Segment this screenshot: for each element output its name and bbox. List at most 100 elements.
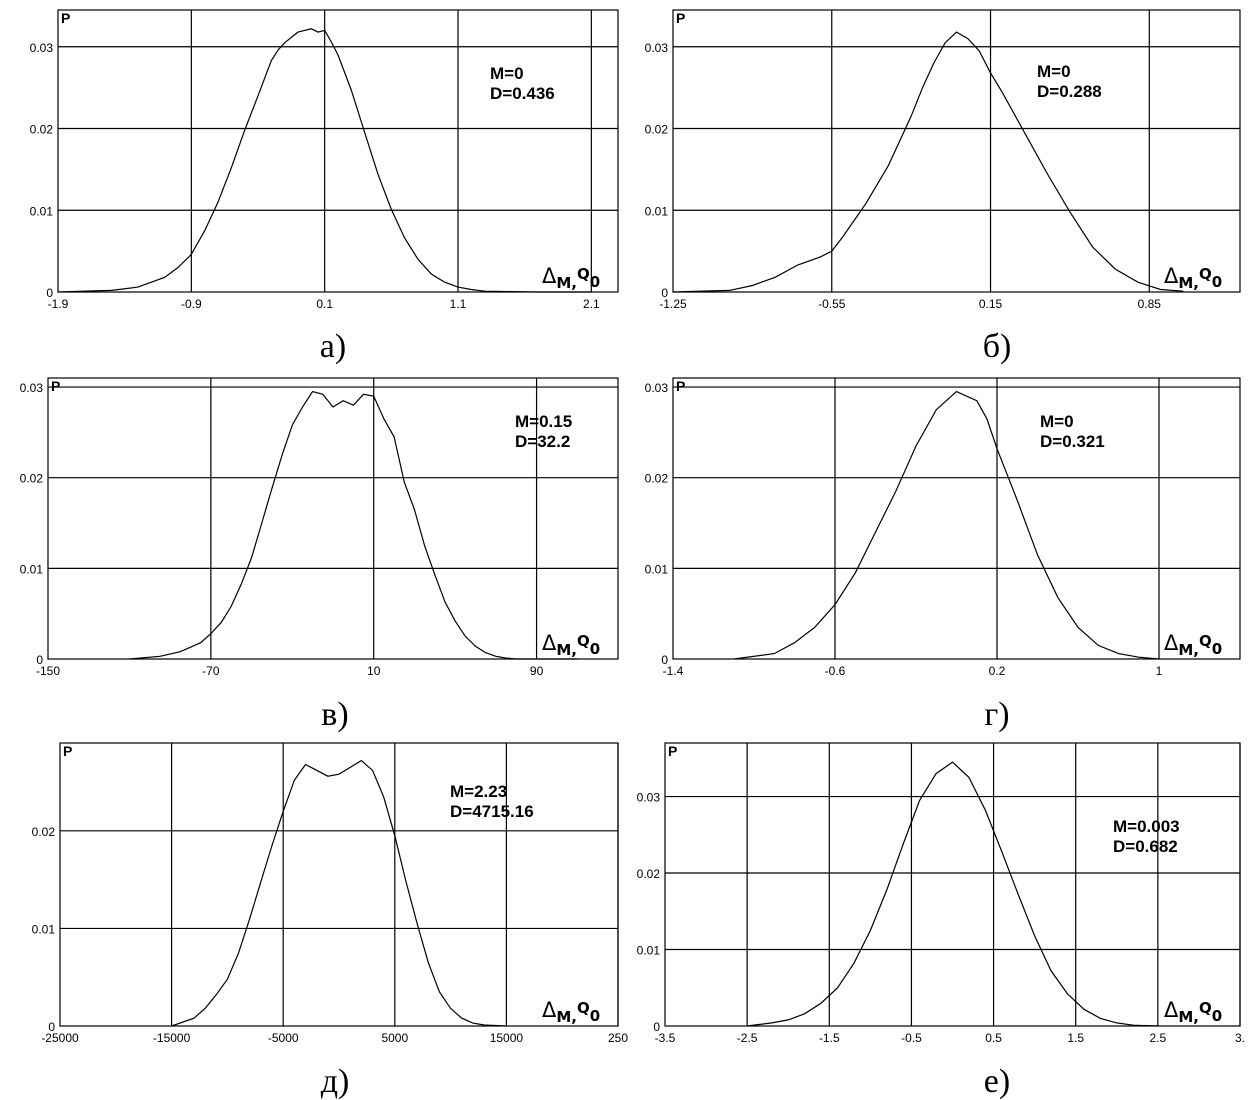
x-tick-label: -0.5 <box>901 1031 922 1045</box>
x-tick-label: 2.1 <box>583 297 600 311</box>
chart-panel-3: -150 -70 10 90 0 0.01 0.02 0.03 P ΔM,Q0 M=0.15D=32… <box>20 377 619 733</box>
plot-frame <box>672 9 1241 293</box>
plot-frame <box>57 9 619 293</box>
y-tick-label: 0.01 <box>645 562 669 576</box>
x-axis-label: ΔM,Q0 <box>542 998 600 1026</box>
y-tick-label: 0.03 <box>645 381 669 395</box>
plot-frame <box>59 742 619 1027</box>
y-tick-label: 0.02 <box>30 123 54 137</box>
y-tick-label: 0 <box>653 1020 660 1034</box>
chart-panel-4: -1.4 -0.6 0.2 1 0 0.01 0.02 0.03 P ΔM,Q0 M=0D=0.32… <box>645 377 1241 733</box>
x-axis-label: ΔM,Q0 <box>542 631 600 659</box>
x-tick-label: 0.15 <box>979 297 1003 311</box>
x-tick-label: 15000 <box>490 1031 524 1045</box>
stat-variance: D=0.288 <box>1037 82 1102 101</box>
x-tick-label: -0.9 <box>181 297 202 311</box>
x-axis-label: ΔM,Q0 <box>1164 998 1222 1026</box>
distribution-curve <box>733 390 1160 660</box>
x-tick-label: 0.5 <box>985 1031 1002 1045</box>
stat-mean: M=0.15 <box>515 412 572 431</box>
y-axis-label: P <box>668 743 677 759</box>
y-tick-label: 0.01 <box>20 562 44 576</box>
y-tick-label: 0.02 <box>32 825 56 839</box>
y-tick-label: 0 <box>661 653 668 667</box>
y-tick-label: 0.02 <box>637 867 661 881</box>
chart-panel-1: -1.9 -0.9 0.1 1.1 2.1 0 0.01 0.02 0.03 P ΔM,Q0 M=0D… <box>30 9 619 365</box>
stat-mean: M=2.23 <box>450 782 507 801</box>
x-tick-label: 1.1 <box>450 297 467 311</box>
y-axis-label: P <box>63 743 72 759</box>
plot-frame <box>672 377 1241 660</box>
x-tick-label: 250 <box>608 1031 628 1045</box>
y-tick-label: 0 <box>46 286 53 300</box>
x-tick-label: 0.2 <box>989 664 1006 678</box>
distribution-curve <box>57 28 592 293</box>
panel-caption: г) <box>984 696 1009 733</box>
x-tick-label: -1.25 <box>659 297 687 311</box>
y-tick-label: 0.02 <box>645 123 669 137</box>
distribution-curve <box>747 761 1158 1027</box>
y-axis-label: P <box>61 10 70 26</box>
chart-panel-2: -1.25 -0.55 0.15 0.85 0 0.01 0.02 0.03 P ΔM,Q0 M=0… <box>645 9 1241 365</box>
x-tick-label: -5000 <box>268 1031 299 1045</box>
x-tick-label: 5000 <box>381 1031 408 1045</box>
panel-caption: б) <box>983 328 1012 365</box>
chart-panel-5: -25000 -15000 -5000 5000 15000 250 0 0.01 0.02 P Δ… <box>32 742 628 1100</box>
distribution-curve <box>672 31 1184 293</box>
x-tick-label: 0.85 <box>1138 297 1162 311</box>
chart-panel-6: -3.5 -2.5 -1.5 -0.5 0.5 1.5 2.5 3. 0 0.01 0.02 0.03… <box>637 742 1245 1100</box>
x-tick-label: -2.5 <box>737 1031 758 1045</box>
y-tick-label: 0.03 <box>637 791 661 805</box>
panel-caption: д) <box>321 1063 350 1100</box>
x-tick-label: 3. <box>1235 1031 1245 1045</box>
plot-frame <box>664 742 1241 1027</box>
y-tick-label: 0.03 <box>30 41 54 55</box>
stat-mean: M=0 <box>490 64 524 83</box>
x-axis-label: ΔM,Q0 <box>1164 631 1222 659</box>
stat-mean: M=0.003 <box>1113 817 1180 836</box>
panel-caption: е) <box>984 1063 1010 1100</box>
x-tick-label: -25000 <box>41 1031 79 1045</box>
x-tick-label: 2.5 <box>1150 1031 1167 1045</box>
x-tick-label: -1.5 <box>819 1031 840 1045</box>
x-tick-label: 1.5 <box>1067 1031 1084 1045</box>
stat-variance: D=0.321 <box>1040 432 1105 451</box>
y-tick-label: 0.01 <box>32 922 56 936</box>
y-tick-label: 0.03 <box>20 381 44 395</box>
panel-caption: а) <box>320 328 346 365</box>
y-tick-label: 0.01 <box>30 204 54 218</box>
y-tick-label: 0 <box>36 653 43 667</box>
x-tick-label: -70 <box>202 664 220 678</box>
x-tick-label: -1.9 <box>48 297 69 311</box>
x-tick-label: -150 <box>36 664 60 678</box>
x-tick-label: 10 <box>367 664 381 678</box>
x-tick-label: -15000 <box>153 1031 191 1045</box>
x-tick-label: 90 <box>530 664 544 678</box>
x-tick-label: -1.4 <box>663 664 684 678</box>
x-axis-label: ΔM,Q0 <box>542 264 600 292</box>
x-tick-label: -0.55 <box>818 297 846 311</box>
distribution-curve <box>129 390 578 660</box>
stat-variance: D=0.436 <box>490 84 555 103</box>
y-tick-label: 0.02 <box>20 472 44 486</box>
y-tick-label: 0.03 <box>645 41 669 55</box>
x-tick-label: 1 <box>1156 664 1163 678</box>
y-axis-label: P <box>676 378 685 394</box>
stat-variance: D=4715.16 <box>450 802 534 821</box>
x-axis-label: ΔM,Q0 <box>1164 264 1222 292</box>
x-tick-label: -0.6 <box>825 664 846 678</box>
y-tick-label: 0 <box>661 286 668 300</box>
stat-mean: M=0 <box>1037 62 1071 81</box>
y-tick-label: 0 <box>48 1020 55 1034</box>
x-tick-label: -3.5 <box>655 1031 676 1045</box>
y-axis-label: P <box>51 378 60 394</box>
y-tick-label: 0.02 <box>645 472 669 486</box>
y-axis-label: P <box>676 10 685 26</box>
panel-caption: в) <box>321 696 348 733</box>
x-tick-label: 0.1 <box>316 297 333 311</box>
stat-mean: M=0 <box>1040 412 1074 431</box>
y-tick-label: 0.01 <box>645 204 669 218</box>
plot-frame <box>47 377 619 660</box>
y-tick-label: 0.01 <box>637 944 661 958</box>
